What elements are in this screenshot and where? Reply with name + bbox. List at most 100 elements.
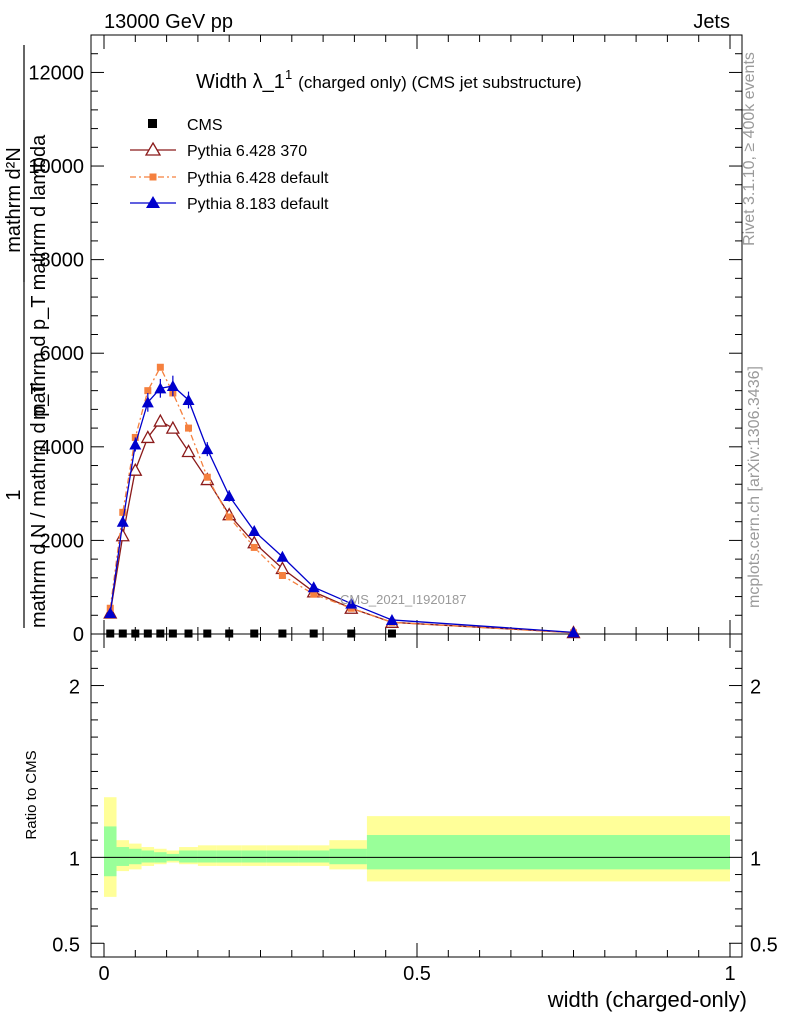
cms-data-point — [106, 629, 115, 638]
cms-data-point — [143, 629, 152, 638]
py6-default-point — [278, 572, 286, 580]
main-axis-ticks: 0 2000 4000 6000 8000 10000 12000 — [28, 34, 742, 646]
ratio-ytick-label: 1 — [69, 848, 80, 870]
main-ytick-label: 4000 — [40, 437, 85, 459]
py8-point — [129, 438, 142, 450]
rivet-info: Rivet 3.1.10, ≥ 400k events — [741, 52, 758, 246]
py8-point — [104, 606, 117, 618]
cms-data-point — [156, 629, 165, 638]
cms-data-point — [131, 629, 140, 638]
ratio-ytick-label-right: 0.5 — [750, 934, 778, 956]
py8-point — [166, 379, 179, 391]
cms-data-point — [278, 629, 287, 638]
py8-point — [248, 525, 261, 537]
main-ytick-label: 8000 — [40, 250, 85, 272]
py8-point — [567, 626, 580, 638]
cms-data-point — [168, 629, 177, 638]
legend-cms-label: CMS — [187, 117, 223, 134]
cms-data-point — [225, 629, 234, 638]
cms-data-point — [250, 629, 259, 638]
header-left: 13000 GeV pp — [104, 11, 233, 33]
band-stat-bin — [129, 848, 142, 865]
py6-370-point — [140, 430, 155, 444]
py8-point — [307, 581, 320, 593]
py6-370-point — [115, 528, 130, 542]
main-ylabel-d2n: mathrm d²N — [3, 147, 25, 253]
legend-py6-370-marker — [144, 141, 162, 156]
analysis-watermark: CMS_2021_I1920187 — [340, 592, 467, 607]
band-stat-bin — [197, 850, 217, 863]
ratio-ytick-label-right: 1 — [750, 848, 761, 870]
legend-py8-label: Pythia 8.183 default — [187, 196, 329, 213]
py6-default-point — [185, 424, 193, 432]
legend-cms-marker — [148, 119, 157, 128]
py8-point — [141, 396, 154, 408]
py6-default-point — [250, 543, 258, 551]
main-ylabel: 1 mathrm d N / mathrm d p_T mathrm d²N m… — [3, 45, 50, 628]
band-stat-bin — [141, 850, 155, 863]
py8-point — [276, 550, 289, 562]
py8-point — [385, 613, 398, 625]
cms-data-point — [203, 629, 212, 638]
xtick-label: 0.5 — [403, 963, 431, 985]
band-stat-bin — [329, 848, 367, 865]
py6-370-point — [181, 444, 196, 458]
ratio-ylabel: Ratio to CMS — [23, 750, 40, 839]
band-stat-bin — [241, 850, 267, 863]
py8-point — [182, 394, 195, 406]
ratio-ytick-label: 0.5 — [52, 934, 80, 956]
band-stat-bin — [417, 835, 730, 870]
py6-370-point — [128, 462, 143, 476]
band-stat-bin — [216, 850, 242, 863]
cms-data-point — [347, 629, 356, 638]
legend-py6-default-marker — [149, 173, 157, 181]
py6-default-point — [119, 508, 127, 516]
band-stat-bin — [116, 847, 130, 866]
py8-point — [345, 597, 358, 609]
ratio-ytick-label-right: 2 — [750, 677, 761, 699]
cms-data-point — [309, 629, 318, 638]
py8-point — [223, 489, 236, 501]
band-stat-bin — [266, 850, 299, 863]
series-layer — [103, 363, 581, 639]
band-stat-bin — [298, 850, 330, 863]
py8-point — [201, 443, 214, 455]
ratio-bands — [104, 797, 730, 897]
py6-370-point — [153, 413, 168, 427]
py6-370-point — [165, 420, 180, 434]
py8-point — [116, 515, 129, 527]
main-ytick-label: 2000 — [40, 530, 85, 552]
main-ylabel-numerator: 1 — [3, 489, 25, 500]
cms-data-point — [184, 629, 193, 638]
band-stat-bin — [179, 850, 198, 863]
main-ytick-label: 6000 — [40, 343, 85, 365]
chart-title: Width λ_11 (charged only) (CMS jet substr… — [196, 67, 582, 93]
main-ytick-label: 10000 — [28, 156, 84, 178]
xtick-label: 0 — [98, 963, 109, 985]
legend: CMS Pythia 6.428 370 Pythia 6.428 defaul… — [130, 117, 329, 213]
main-ytick-label: 12000 — [28, 62, 84, 84]
header-right: Jets — [693, 11, 730, 33]
band-stat-bin — [366, 835, 417, 870]
py6-default-point — [310, 590, 318, 598]
xtick-label: 1 — [724, 963, 735, 985]
band-stat-bin — [104, 826, 117, 877]
cms-data-point — [387, 629, 396, 638]
py6-default-point — [203, 473, 211, 481]
main-ytick-label: 0 — [73, 624, 84, 646]
py8-point — [154, 382, 167, 394]
ratio-ytick-label: 2 — [69, 677, 80, 699]
ratio-plot-frame — [90, 633, 743, 958]
main-ylabel-dpt-dlambda: mathrm d p_T mathrm d lambda — [28, 134, 50, 420]
legend-py6-370-label: Pythia 6.428 370 — [187, 143, 307, 160]
legend-py8-marker — [146, 196, 160, 208]
cms-data-point — [118, 629, 127, 638]
py6-default-point — [225, 513, 233, 521]
x-axis-label: width (charged-only) — [547, 987, 747, 1012]
main-ylabel-denominator: mathrm d N / mathrm d p_T — [28, 382, 50, 628]
ratio-axis-ticks: 0.5 0.5 1 1 2 2 — [52, 650, 778, 956]
mcplots-info: mcplots.cern.ch [arXiv:1306.3436] — [746, 366, 763, 608]
py6-default-point — [144, 387, 152, 395]
py6-default-point — [156, 363, 164, 371]
